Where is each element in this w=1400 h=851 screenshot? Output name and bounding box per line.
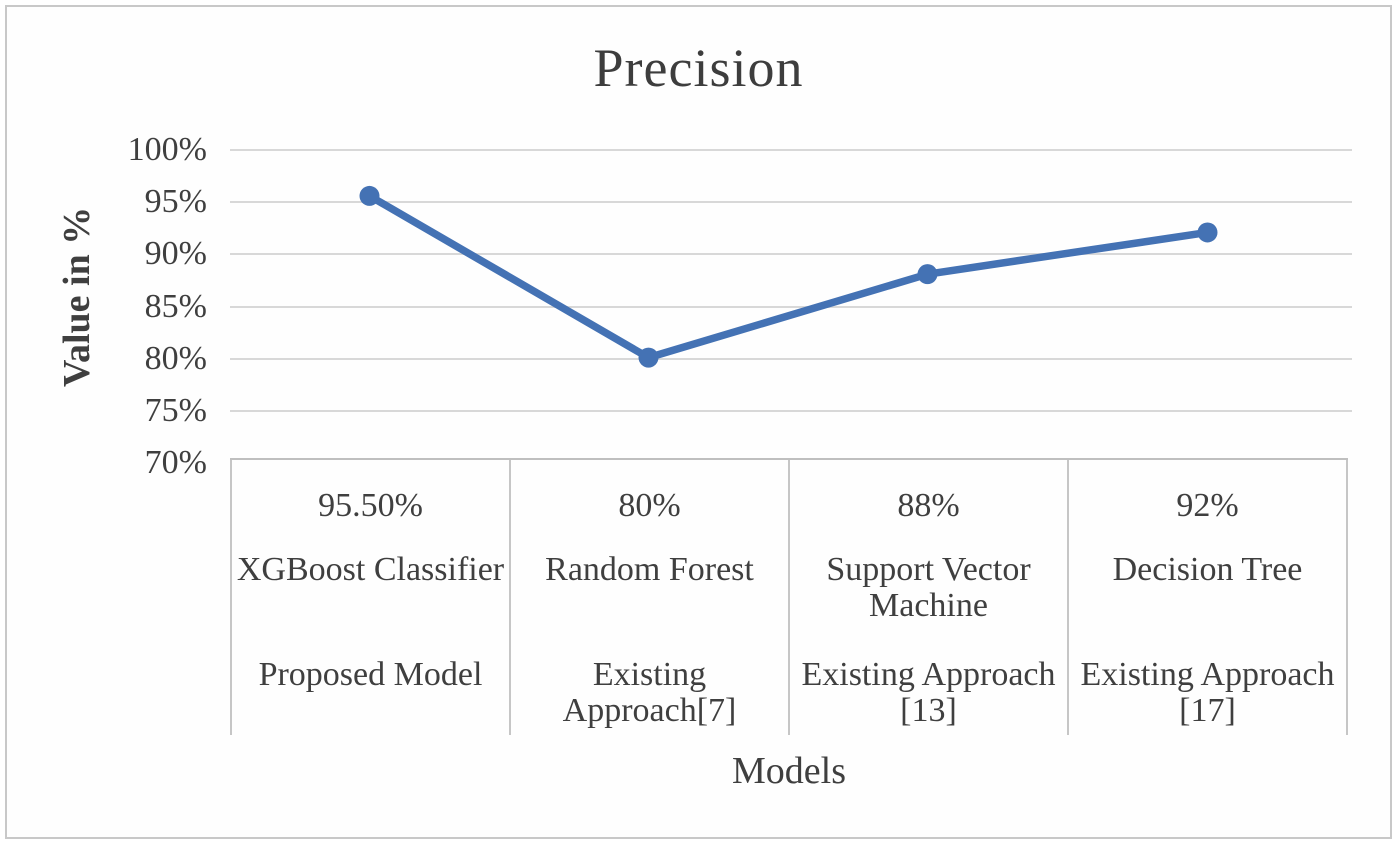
- y-tick-90: 90%: [144, 235, 207, 272]
- approach-label: Proposed Model: [258, 656, 483, 693]
- approach-label: Existing Approach [17]: [1080, 656, 1335, 729]
- gridline: [230, 306, 1352, 308]
- value-label: 80%: [618, 487, 681, 524]
- approach-label: Existing Approach[7]: [562, 656, 737, 729]
- y-tick-95: 95%: [144, 183, 207, 220]
- value-label: 92%: [1176, 487, 1239, 524]
- data-table: 95.50% XGBoost Classifier Proposed Model…: [230, 458, 1348, 735]
- table-column-decision-tree: 92% Decision Tree Existing Approach [17]: [1069, 460, 1348, 735]
- data-point-3: [917, 264, 938, 285]
- value-label: 88%: [897, 487, 960, 524]
- approach-label: Existing Approach [13]: [801, 656, 1056, 729]
- y-tick-100: 100%: [127, 131, 207, 168]
- model-label: Support Vector Machine: [826, 551, 1031, 624]
- value-label: 95.50%: [318, 487, 423, 524]
- gridline: [230, 410, 1352, 412]
- gridline: [230, 358, 1352, 360]
- y-tick-75: 75%: [144, 392, 207, 429]
- y-tick-85: 85%: [144, 288, 207, 325]
- y-tick-70: 70%: [144, 444, 207, 481]
- model-label: Decision Tree: [1112, 551, 1303, 588]
- model-label: Random Forest: [545, 551, 754, 588]
- chart-figure: Precision Value in % 100% 95% 90% 85% 80…: [5, 5, 1392, 839]
- table-column-svm: 88% Support Vector Machine Existing Appr…: [790, 460, 1069, 735]
- x-axis-title: Models: [732, 750, 846, 792]
- data-point-4: [1197, 222, 1218, 243]
- y-tick-80: 80%: [144, 340, 207, 377]
- table-column-xgboost: 95.50% XGBoost Classifier Proposed Model: [230, 460, 511, 735]
- table-column-random-forest: 80% Random Forest Existing Approach[7]: [511, 460, 790, 735]
- chart-title: Precision: [593, 38, 804, 98]
- model-label: XGBoost Classifier: [236, 551, 505, 588]
- gridline: [230, 149, 1352, 151]
- precision-line: [365, 192, 1212, 362]
- gridline: [230, 253, 1352, 255]
- gridline: [230, 201, 1352, 203]
